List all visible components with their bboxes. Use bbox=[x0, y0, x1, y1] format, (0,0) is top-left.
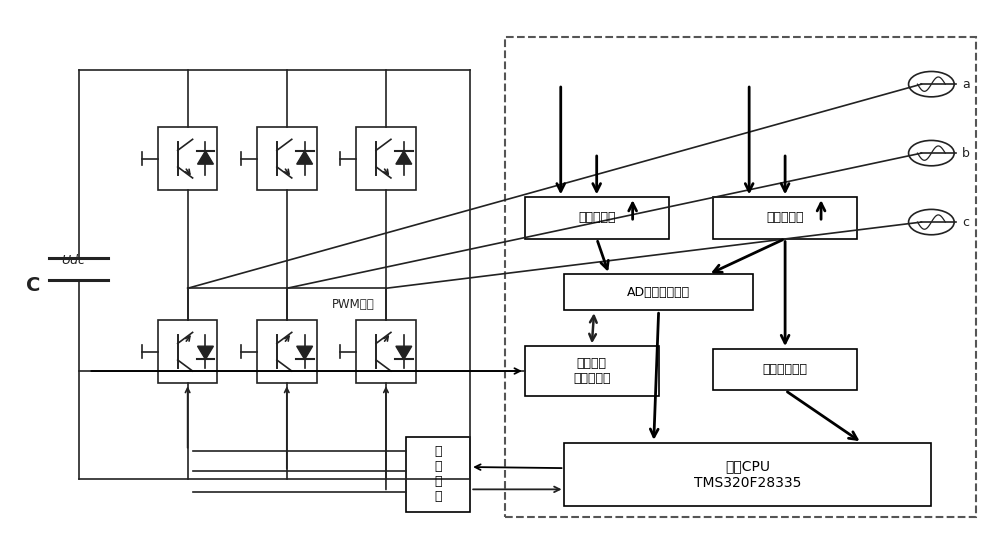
Polygon shape bbox=[396, 346, 412, 360]
Bar bbox=[356, 320, 416, 384]
Text: Udc: Udc bbox=[62, 254, 86, 267]
Text: 驱
动
电
路: 驱 动 电 路 bbox=[434, 445, 442, 503]
Text: 电压互感器: 电压互感器 bbox=[766, 212, 804, 225]
Bar bbox=[564, 443, 931, 506]
Text: a: a bbox=[962, 78, 970, 91]
Polygon shape bbox=[297, 346, 313, 360]
Polygon shape bbox=[396, 151, 412, 164]
Text: C: C bbox=[26, 276, 40, 295]
Bar bbox=[356, 127, 416, 190]
Text: 直流电压
霍尔传感器: 直流电压 霍尔传感器 bbox=[573, 357, 610, 385]
Bar bbox=[525, 346, 659, 396]
Bar bbox=[525, 197, 669, 239]
Bar bbox=[257, 127, 317, 190]
Bar bbox=[257, 320, 317, 384]
Bar bbox=[158, 127, 217, 190]
Text: 电流互感器: 电流互感器 bbox=[578, 212, 615, 225]
Polygon shape bbox=[198, 346, 213, 360]
Bar bbox=[505, 38, 976, 517]
Bar bbox=[564, 274, 753, 310]
Bar bbox=[406, 437, 470, 512]
Text: 过零检测电路: 过零检测电路 bbox=[763, 363, 808, 376]
Bar bbox=[158, 320, 217, 384]
Text: PWM信号: PWM信号 bbox=[331, 298, 374, 311]
Text: 主控CPU
TMS320F28335: 主控CPU TMS320F28335 bbox=[694, 459, 802, 489]
Bar bbox=[713, 197, 857, 239]
Polygon shape bbox=[297, 151, 313, 164]
Text: AD采样调理电路: AD采样调理电路 bbox=[627, 286, 690, 299]
Text: c: c bbox=[962, 216, 969, 228]
Polygon shape bbox=[198, 151, 213, 164]
Text: b: b bbox=[962, 147, 970, 160]
Bar bbox=[713, 349, 857, 390]
